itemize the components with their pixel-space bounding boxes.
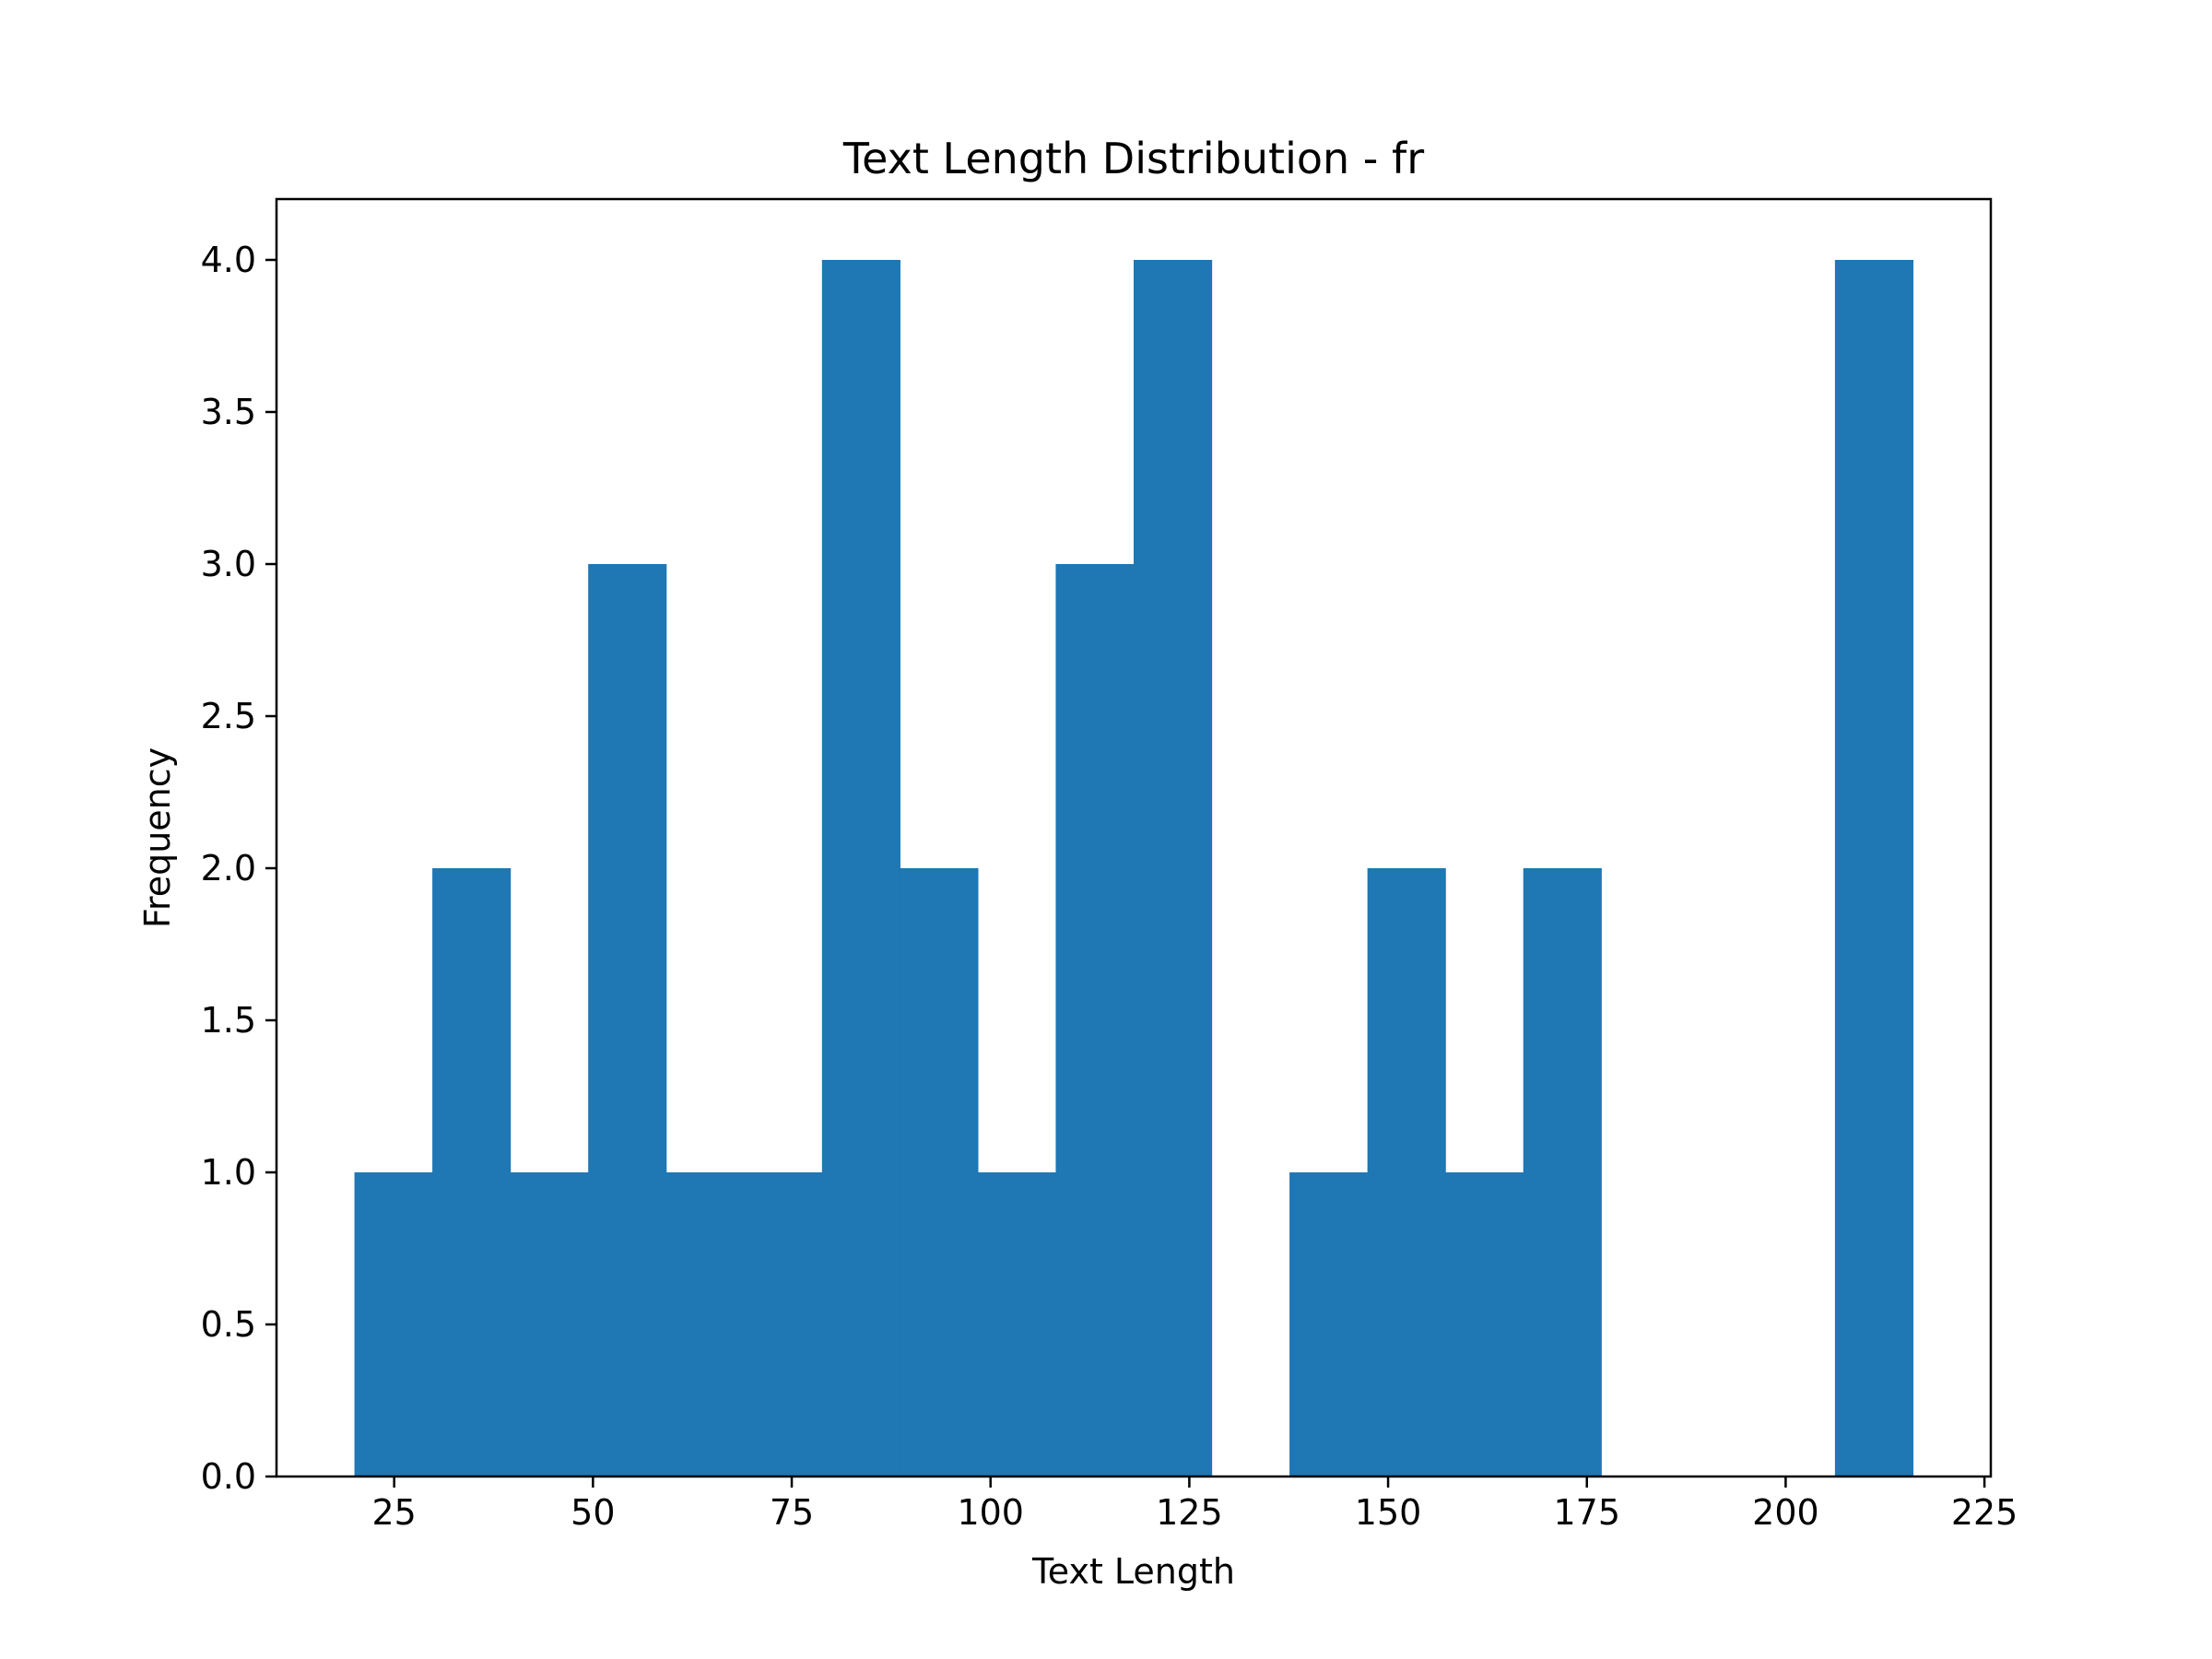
y-tick-label: 3.5 [201,392,256,432]
histogram-bar [432,868,512,1477]
y-tick-label: 1.5 [201,1000,256,1041]
y-tick-label: 0.5 [201,1304,256,1345]
histogram-bar [900,868,979,1477]
y-tick-label: 0.0 [201,1456,256,1497]
bars-layer [354,260,1914,1477]
histogram-bar [821,260,900,1477]
y-tick-label: 2.0 [201,848,256,888]
histogram-bar [1523,868,1602,1477]
histogram-bar [354,1172,433,1477]
x-tick-label: 100 [957,1492,1024,1533]
chart-title: Text Length Distribution - fr [842,134,1424,183]
x-tick-label: 200 [1752,1492,1819,1533]
histogram-bar [744,1172,823,1477]
plot-frame [275,197,1993,1478]
histogram-bar [1445,1172,1524,1477]
y-axis: 0.0 0.5 1.0 1.5 2.0 2.5 3.0 3.5 4.0 [201,240,276,1497]
histogram-bar [665,1172,745,1477]
histogram-bar [1055,564,1135,1477]
histogram-bar [588,564,667,1477]
y-tick-label: 1.0 [201,1152,256,1193]
x-tick-label: 75 [770,1492,814,1533]
x-tick-label: 150 [1355,1492,1422,1533]
y-tick-label: 3.0 [201,544,256,584]
x-axis-label: Text Length [1031,1551,1235,1592]
x-tick-label: 225 [1951,1492,2018,1533]
x-tick-label: 125 [1156,1492,1223,1533]
x-tick-label: 175 [1553,1492,1620,1533]
histogram-bar [510,1172,589,1477]
x-tick-label: 25 [372,1492,417,1533]
y-axis-label: Frequency [137,747,178,928]
y-tick-label: 4.0 [201,240,256,280]
x-tick-label: 50 [571,1492,615,1533]
histogram-bar [1289,1172,1369,1477]
x-axis: 25 50 75 100 125 150 175 200 225 [372,1477,2018,1533]
histogram-bar [1134,260,1213,1477]
y-tick-label: 2.5 [201,696,256,736]
histogram-bar [1834,260,1914,1477]
histogram-bar [1367,868,1446,1477]
histogram-bar [977,1172,1057,1477]
